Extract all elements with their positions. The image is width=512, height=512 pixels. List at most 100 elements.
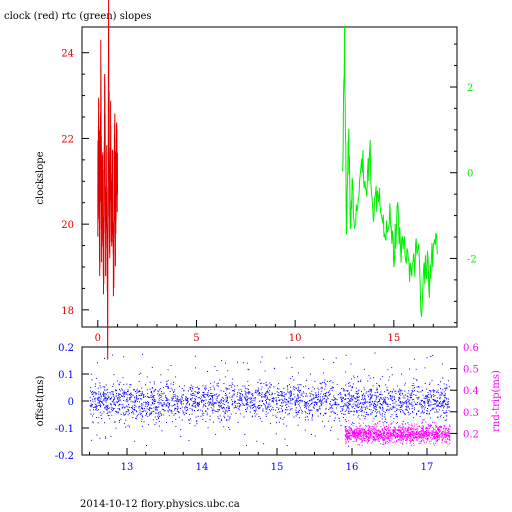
rnd-trip-point [413,438,415,440]
rnd-trip-point [368,440,370,442]
rnd-trip-point [363,428,365,430]
offset-point [117,397,119,398]
offset-point [204,393,206,395]
offset-point [448,398,450,400]
offset-point [153,400,155,402]
rnd-trip-point [360,441,362,443]
rnd-trip-point [375,429,377,431]
rnd-trip-point [357,428,359,430]
offset-point [170,409,172,411]
rnd-trip-point [411,429,413,430]
offset-point [190,394,192,396]
rnd-trip-point [353,435,355,437]
offset-point [264,405,266,407]
bottom-x-tick-label: 13 [121,462,134,473]
offset-point [447,405,449,407]
offset-point [251,393,253,395]
offset-point [440,405,442,407]
rnd-trip-point [436,434,438,436]
offset-point [187,407,188,409]
offset-point [388,392,390,394]
offset-point [132,401,134,403]
rnd-trip-point [362,435,364,437]
offset-point [107,395,109,397]
offset-point [405,394,407,396]
offset-point [402,397,404,399]
offset-point [132,411,134,413]
offset-point [317,415,319,417]
offset-point [375,412,377,414]
rnd-trip-point [398,434,400,436]
rnd-trip-point [368,428,370,430]
offset-point [174,409,175,411]
offset-point [300,384,302,386]
rnd-trip-point [387,438,389,440]
rnd-trip-point [361,440,363,442]
offset-point [351,407,353,409]
offset-point [318,401,320,403]
rnd-trip-point [382,428,383,430]
offset-point [212,412,214,414]
rnd-trip-point [383,431,385,432]
offset-point [99,382,101,384]
offset-point [191,413,193,415]
rnd-trip-point [348,431,350,433]
offset-point [418,386,420,388]
offset-point [154,409,156,411]
offset-point [136,416,138,418]
offset-point [91,406,93,408]
rnd-trip-point [388,442,390,444]
offset-point [357,396,359,398]
offset-point [260,361,262,363]
offset-point [321,387,323,389]
rnd-trip-point [409,438,411,440]
rnd-trip-point [407,432,409,434]
offset-point [216,383,218,385]
offset-point [400,407,402,408]
offset-point [107,405,109,406]
offset-point [266,384,268,386]
offset-point [392,396,394,398]
offset-point [153,407,155,409]
rnd-trip-point [345,440,347,442]
offset-point [143,408,145,410]
offset-point [246,401,248,403]
offset-point [94,391,96,393]
offset-point [271,392,273,394]
offset-point [399,398,401,400]
offset-point [443,383,445,385]
offset-point [411,392,413,394]
offset-point [192,401,194,402]
rnd-trip-point [356,435,357,437]
rnd-trip-point [437,438,439,440]
rnd-trip-point [404,428,406,430]
offset-point [161,430,163,432]
offset-point [339,392,341,394]
rnd-trip-point [349,429,350,431]
offset-point [158,414,160,416]
offset-point [399,406,401,408]
offset-point [123,396,125,398]
rnd-trip-point [435,430,437,432]
offset-point [258,408,260,410]
offset-point [138,390,140,392]
rnd-trip-point [410,427,412,429]
rnd-trip-point [390,433,392,435]
offset-point [373,394,375,396]
offset-point [114,389,116,391]
offset-point [256,391,258,393]
offset-point [411,402,413,404]
rnd-trip-point [435,424,437,426]
offset-point [209,402,211,404]
offset-point [130,392,132,394]
offset-point [335,402,337,404]
offset-point [212,385,214,387]
offset-point [246,362,248,364]
offset-point [375,396,377,398]
offset-point [286,399,287,400]
offset-point [294,401,296,403]
offset-point [223,400,224,402]
rnd-trip-point [374,426,376,428]
offset-point [125,412,127,414]
offset-point [156,419,158,421]
